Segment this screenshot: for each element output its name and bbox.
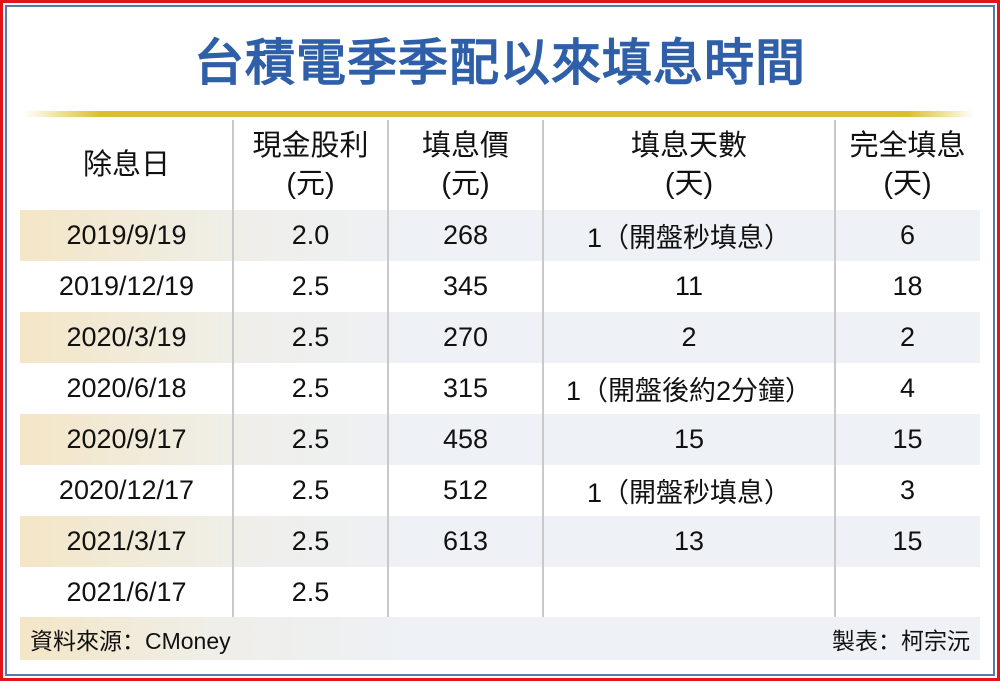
cell-full-fill: 2: [899, 322, 916, 352]
cell-fill-days: [543, 567, 835, 618]
cell-date: 2020/6/18: [66, 373, 187, 403]
cell-full-fill: 18: [892, 271, 923, 301]
cell-full-fill: 6: [899, 220, 916, 250]
table-row: 2019/9/19 2.0 268 1（開盤秒填息） 6: [20, 210, 980, 261]
cell-price: 512: [442, 475, 489, 505]
cell-fill-days: 1（開盤後約2分鐘）: [565, 376, 813, 406]
cell-price: [388, 567, 543, 618]
cell-fill-days: 13: [673, 526, 705, 556]
table-row: 2019/12/19 2.5 345 11 18: [20, 261, 980, 312]
cell-fill-days: 2: [681, 322, 697, 352]
header-cash-dividend: 現金股利 (元): [252, 130, 369, 200]
cell-dividend: 2.5: [291, 424, 330, 454]
cell-fill-days: 1（開盤秒填息）: [586, 478, 792, 508]
header-ex-dividend-date: 除息日: [82, 149, 170, 181]
table-footer: 資料來源：CMoney 製表：柯宗沅: [20, 617, 980, 660]
cell-date: 2020/12/17: [58, 475, 195, 505]
cell-price: 613: [442, 526, 489, 556]
header-fill-price: 填息價 (元): [421, 130, 509, 200]
cell-full-fill: 3: [899, 475, 916, 505]
source-note: 資料來源：CMoney: [30, 627, 231, 654]
cell-dividend: 2.5: [291, 322, 330, 352]
table-row: 2020/9/17 2.5 458 15 15: [20, 414, 980, 465]
table-row: 2020/12/17 2.5 512 1（開盤秒填息） 3: [20, 465, 980, 516]
table-row: 2020/3/19 2.5 270 2 2: [20, 312, 980, 363]
title-divider: [24, 111, 974, 117]
column-divider: [232, 120, 234, 617]
table-row: 2021/3/17 2.5 613 13 15: [20, 516, 980, 567]
cell-full-fill: 15: [892, 424, 923, 454]
cell-dividend: 2.5: [291, 373, 330, 403]
credit-note: 製表：柯宗沅: [832, 627, 970, 654]
table-header: 除息日 現金股利 (元) 填息價 (元) 填息天數 (天) 完全填息 (天): [20, 120, 980, 210]
page-title: 台積電季季配以來填息時間: [194, 35, 806, 91]
header-fill-days: 填息天數 (天): [630, 130, 747, 200]
cell-date: 2019/12/19: [58, 271, 195, 301]
cell-fill-days: 1（開盤秒填息）: [586, 223, 792, 253]
cell-price: 345: [442, 271, 489, 301]
cell-price: 268: [442, 220, 489, 250]
cell-price: 458: [442, 424, 489, 454]
cell-dividend: 2.5: [291, 526, 330, 556]
header-full-fill-days: 完全填息 (天): [849, 130, 966, 200]
cell-date: 2020/9/17: [66, 424, 187, 454]
cell-full-fill: [835, 567, 980, 618]
cell-price: 270: [442, 322, 489, 352]
cell-full-fill: 4: [899, 373, 916, 403]
cell-full-fill: 15: [892, 526, 923, 556]
cell-dividend: 2.5: [291, 271, 330, 301]
column-divider: [387, 120, 389, 617]
cell-date: 2020/3/19: [66, 322, 187, 352]
cell-fill-days: 15: [673, 424, 705, 454]
column-divider: [834, 120, 836, 617]
cell-fill-days: 11: [674, 271, 704, 301]
cell-date: 2019/9/19: [66, 220, 187, 250]
cell-dividend: 2.5: [291, 577, 330, 607]
cell-date: 2021/6/17: [66, 577, 187, 607]
cell-date: 2021/3/17: [66, 526, 187, 556]
table-row: 2021/6/17 2.5: [20, 567, 980, 618]
cell-price: 315: [442, 373, 489, 403]
cell-dividend: 2.5: [291, 475, 330, 505]
table-row: 2020/6/18 2.5 315 1（開盤後約2分鐘） 4: [20, 363, 980, 414]
column-divider: [542, 120, 544, 617]
cell-dividend: 2.0: [291, 220, 330, 250]
